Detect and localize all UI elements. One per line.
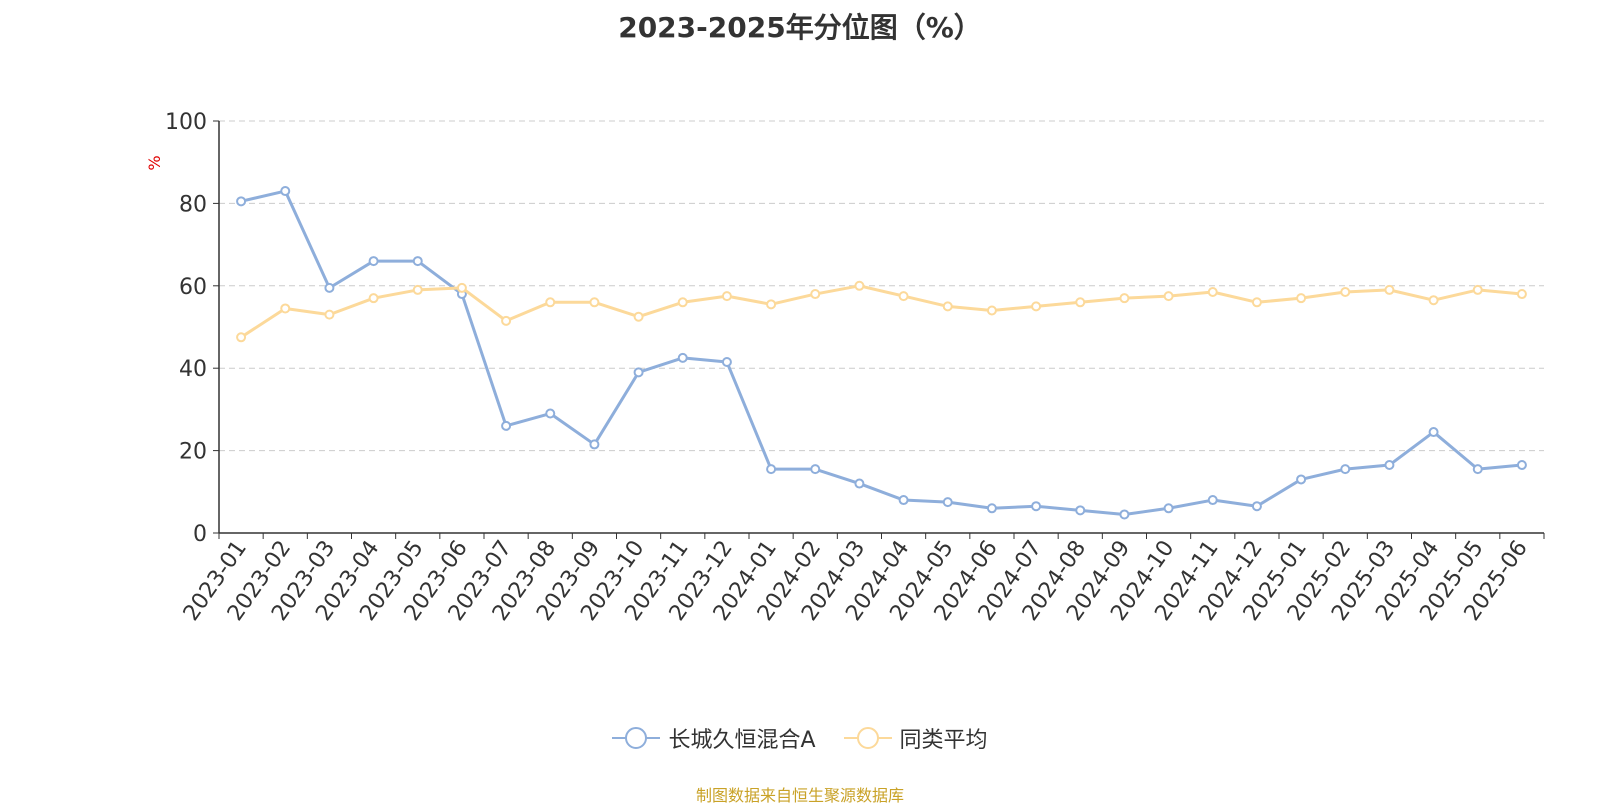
data-point[interactable] xyxy=(1472,284,1483,295)
data-point[interactable] xyxy=(324,282,335,293)
y-tick-label: 100 xyxy=(165,110,207,135)
data-point[interactable] xyxy=(1251,297,1262,308)
data-point[interactable] xyxy=(501,315,512,326)
data-point[interactable] xyxy=(1163,291,1174,302)
data-point[interactable] xyxy=(280,186,291,197)
data-point[interactable] xyxy=(942,497,953,508)
data-point[interactable] xyxy=(677,352,688,363)
data-point[interactable] xyxy=(898,291,909,302)
data-point[interactable] xyxy=(854,478,865,489)
data-point[interactable] xyxy=(236,196,247,207)
data-point[interactable] xyxy=(1428,427,1439,438)
data-point[interactable] xyxy=(1075,297,1086,308)
data-point[interactable] xyxy=(1031,501,1042,512)
y-tick-label: 60 xyxy=(179,275,207,300)
series-line-2 xyxy=(240,284,1523,339)
legend-item-series-1[interactable]: 长城久恒混合A xyxy=(612,722,816,754)
data-point[interactable] xyxy=(766,299,777,310)
data-point[interactable] xyxy=(368,293,379,304)
data-source-note: 制图数据来自恒生聚源数据库 xyxy=(695,786,904,805)
data-point[interactable] xyxy=(1516,289,1527,300)
data-point[interactable] xyxy=(1472,464,1483,475)
data-point[interactable] xyxy=(545,297,556,308)
series-lines xyxy=(236,186,1527,520)
data-point[interactable] xyxy=(1340,464,1351,475)
data-point[interactable] xyxy=(721,291,732,302)
data-point[interactable] xyxy=(1384,284,1395,295)
data-point[interactable] xyxy=(766,464,777,475)
data-point[interactable] xyxy=(501,420,512,431)
data-point[interactable] xyxy=(677,297,688,308)
data-point[interactable] xyxy=(368,256,379,267)
data-point[interactable] xyxy=(1340,286,1351,297)
legend-label-series-2: 同类平均 xyxy=(899,728,988,753)
data-point[interactable] xyxy=(721,357,732,368)
y-tick-label: 80 xyxy=(179,192,207,217)
y-axis-label: % xyxy=(145,155,164,170)
chart-title: 2023-2025年分位图（%） xyxy=(618,11,982,44)
data-point[interactable] xyxy=(236,332,247,343)
legend-line-circle-icon xyxy=(843,727,892,749)
series-2 xyxy=(236,280,1527,343)
data-point[interactable] xyxy=(633,367,644,378)
data-point[interactable] xyxy=(324,309,335,320)
data-point[interactable] xyxy=(810,464,821,475)
data-point[interactable] xyxy=(412,256,423,267)
line-chart: 0204060801002023-012023-022023-032023-04… xyxy=(145,110,1545,626)
data-point[interactable] xyxy=(545,408,556,419)
legend-line-circle-icon xyxy=(612,727,661,749)
data-point[interactable] xyxy=(633,311,644,322)
grid-lines xyxy=(219,120,1544,452)
data-point[interactable] xyxy=(854,280,865,291)
data-point[interactable] xyxy=(986,503,997,514)
series-line-1 xyxy=(240,189,1523,516)
series-1 xyxy=(236,186,1527,520)
data-point[interactable] xyxy=(456,282,467,293)
legend-label-series-1: 长城久恒混合A xyxy=(668,728,816,753)
data-point[interactable] xyxy=(1516,460,1527,471)
data-point[interactable] xyxy=(1251,501,1262,512)
legend-item-series-2[interactable]: 同类平均 xyxy=(843,722,988,754)
y-tick-label: 40 xyxy=(179,357,207,382)
data-point[interactable] xyxy=(1296,293,1307,304)
data-point[interactable] xyxy=(810,289,821,300)
data-point[interactable] xyxy=(942,301,953,312)
data-point[interactable] xyxy=(412,284,423,295)
data-point[interactable] xyxy=(1119,509,1130,520)
data-point[interactable] xyxy=(1428,295,1439,306)
y-tick-label: 0 xyxy=(193,522,207,547)
data-point[interactable] xyxy=(589,439,600,450)
data-point[interactable] xyxy=(589,297,600,308)
data-point[interactable] xyxy=(1384,460,1395,471)
data-point[interactable] xyxy=(898,495,909,506)
data-point[interactable] xyxy=(1119,293,1130,304)
data-point[interactable] xyxy=(1075,505,1086,516)
data-point[interactable] xyxy=(280,303,291,314)
data-point[interactable] xyxy=(1207,495,1218,506)
legend: 长城久恒混合A 同类平均 xyxy=(0,722,1600,754)
data-point[interactable] xyxy=(1163,503,1174,514)
y-tick-label: 20 xyxy=(179,440,207,465)
data-point[interactable] xyxy=(1031,301,1042,312)
data-point[interactable] xyxy=(986,305,997,316)
data-point[interactable] xyxy=(1296,474,1307,485)
data-point[interactable] xyxy=(1207,286,1218,297)
